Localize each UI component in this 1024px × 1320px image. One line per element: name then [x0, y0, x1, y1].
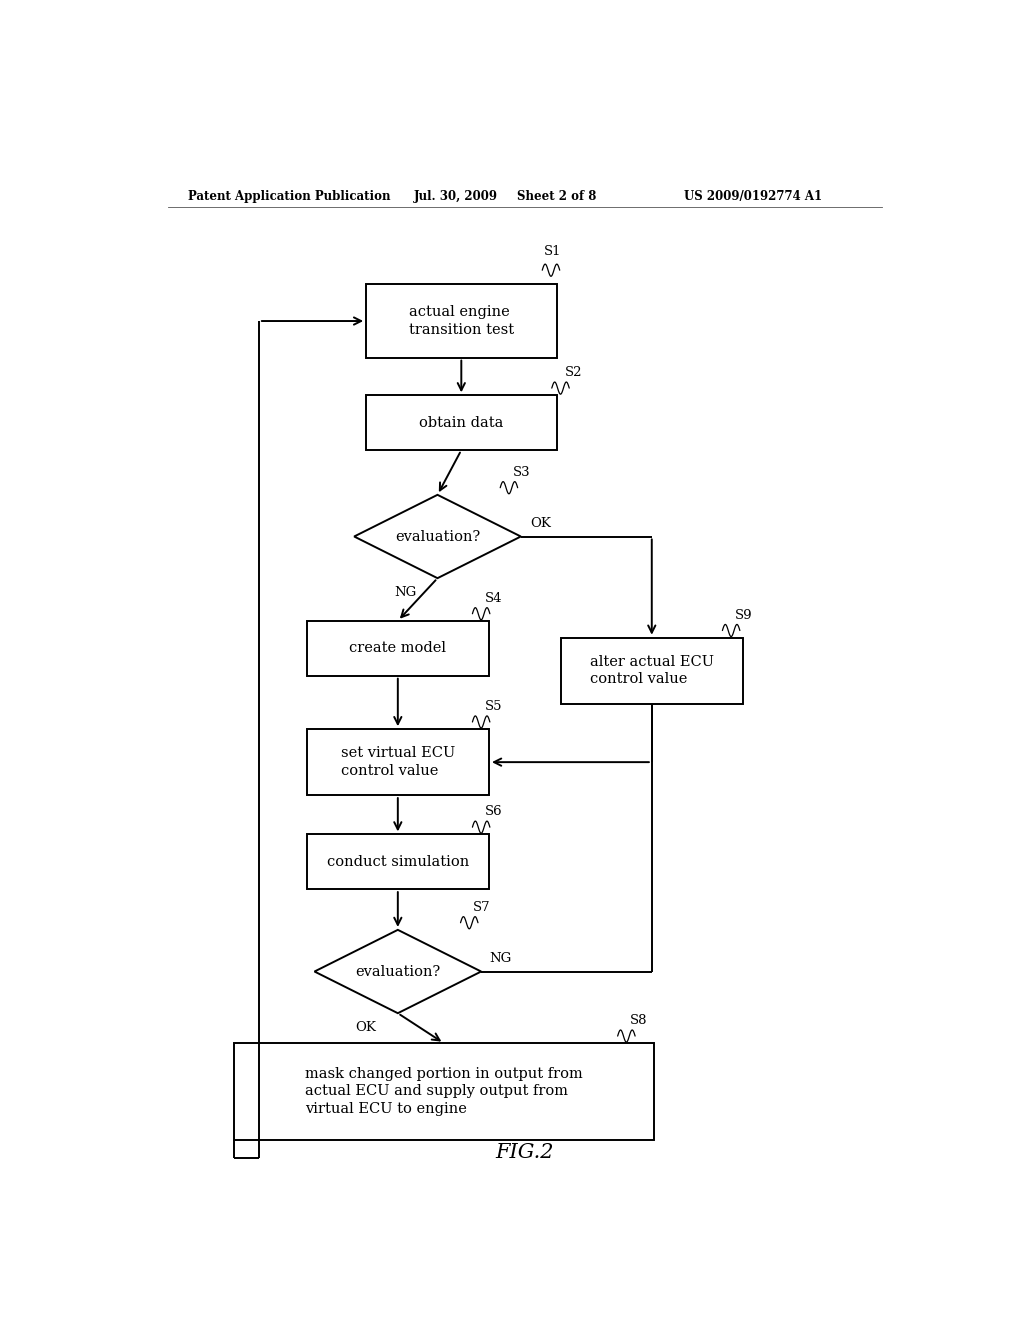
- Text: evaluation?: evaluation?: [395, 529, 480, 544]
- FancyBboxPatch shape: [306, 729, 489, 795]
- Polygon shape: [354, 495, 521, 578]
- Text: alter actual ECU
control value: alter actual ECU control value: [590, 655, 714, 686]
- Text: S1: S1: [544, 246, 561, 259]
- Text: OK: OK: [530, 517, 551, 529]
- FancyBboxPatch shape: [233, 1043, 654, 1139]
- Text: OK: OK: [355, 1020, 377, 1034]
- Text: NG: NG: [489, 952, 511, 965]
- FancyBboxPatch shape: [306, 834, 489, 890]
- Text: actual engine
transition test: actual engine transition test: [409, 305, 514, 337]
- Text: FIG.2: FIG.2: [496, 1143, 554, 1162]
- FancyBboxPatch shape: [560, 638, 743, 704]
- Text: Patent Application Publication: Patent Application Publication: [187, 190, 390, 202]
- Text: create model: create model: [349, 642, 446, 655]
- FancyBboxPatch shape: [306, 620, 489, 676]
- Text: Sheet 2 of 8: Sheet 2 of 8: [517, 190, 596, 202]
- Text: Jul. 30, 2009: Jul. 30, 2009: [414, 190, 498, 202]
- Text: US 2009/0192774 A1: US 2009/0192774 A1: [684, 190, 821, 202]
- Text: S4: S4: [485, 591, 503, 605]
- Text: S7: S7: [473, 902, 490, 913]
- Text: S3: S3: [513, 466, 530, 479]
- Text: evaluation?: evaluation?: [355, 965, 440, 978]
- FancyBboxPatch shape: [367, 284, 557, 358]
- Text: NG: NG: [394, 586, 417, 599]
- Polygon shape: [314, 929, 481, 1014]
- FancyBboxPatch shape: [367, 395, 557, 450]
- Text: S5: S5: [485, 700, 503, 713]
- Text: S2: S2: [564, 367, 582, 379]
- Text: mask changed portion in output from
actual ECU and supply output from
virtual EC: mask changed portion in output from actu…: [305, 1067, 583, 1115]
- Text: conduct simulation: conduct simulation: [327, 855, 469, 869]
- Text: S8: S8: [631, 1014, 648, 1027]
- Text: S9: S9: [735, 609, 753, 622]
- Text: obtain data: obtain data: [419, 416, 504, 430]
- Text: S6: S6: [485, 805, 503, 818]
- Text: set virtual ECU
control value: set virtual ECU control value: [341, 747, 455, 777]
